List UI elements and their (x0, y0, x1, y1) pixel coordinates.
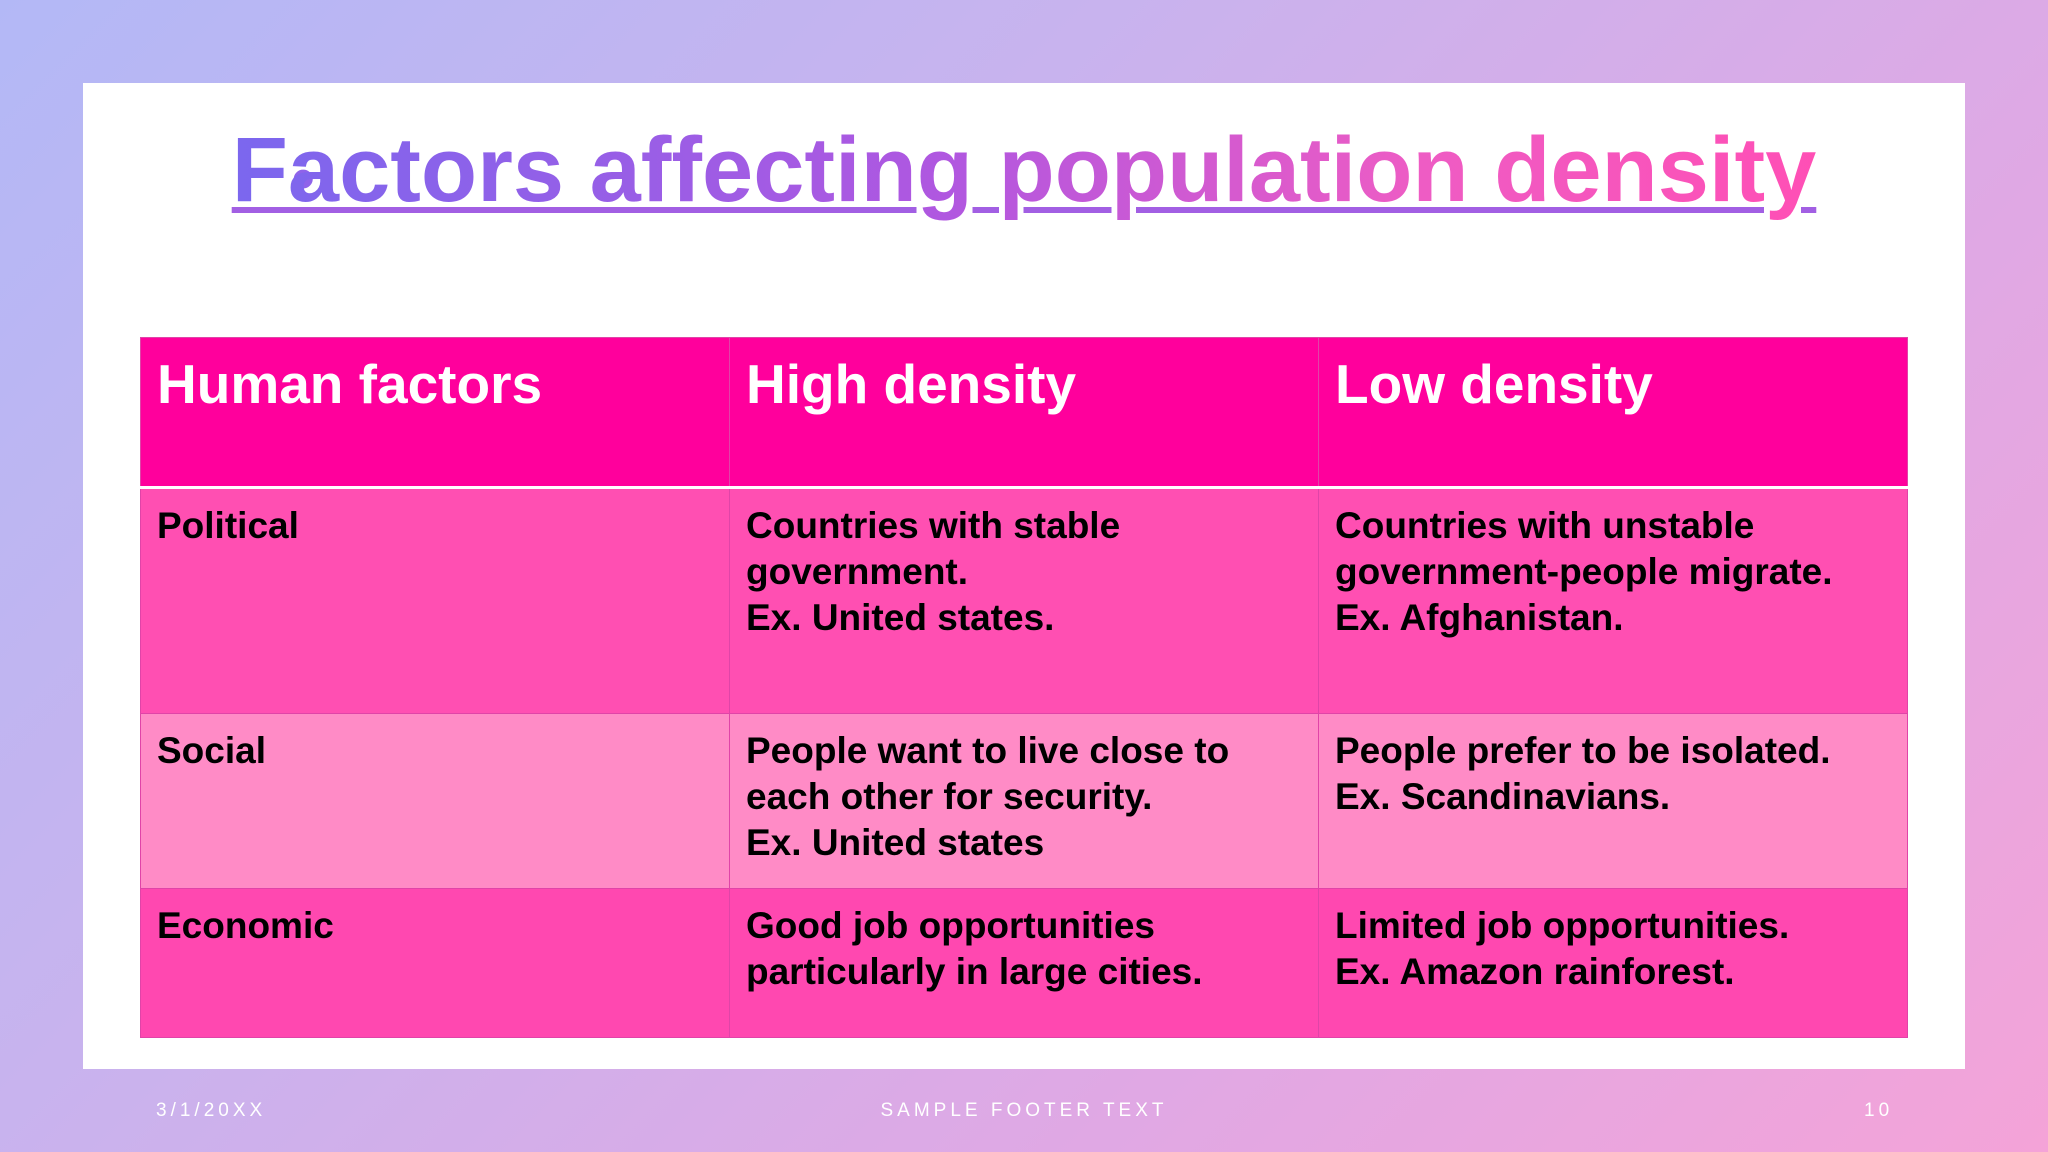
cell-high-social: People want to live close to each other … (729, 713, 1319, 889)
header-human-factors: Human factors (140, 337, 730, 489)
cell-factor-economic: Economic (140, 888, 730, 1038)
slide: • Factors affecting population density H… (83, 83, 1965, 1069)
table-row-political: Political Countries with stable governme… (140, 487, 1908, 714)
factors-table: Human factors High density Low density P… (140, 337, 1908, 1038)
footer-page-number: 10 (1864, 1100, 1894, 1121)
footer-date: 3/1/20XX (156, 1100, 267, 1121)
cell-high-political: Countries with stable government. Ex. Un… (729, 487, 1319, 714)
cell-high-economic: Good job opportunities particularly in l… (729, 888, 1319, 1038)
cell-factor-social: Social (140, 713, 730, 889)
cell-low-social: People prefer to be isolated. Ex. Scandi… (1318, 713, 1908, 889)
cell-low-political: Countries with unstable government-peopl… (1318, 487, 1908, 714)
slide-title-text: Factors affecting population density (231, 119, 1817, 221)
title-bullet: • (291, 143, 316, 213)
table-row-economic: Economic Good job opportunities particul… (140, 888, 1908, 1038)
slide-title: Factors affecting population density (83, 116, 1965, 224)
header-low-density: Low density (1318, 337, 1908, 489)
footer-text: SAMPLE FOOTER TEXT (880, 1100, 1168, 1121)
header-high-density: High density (729, 337, 1319, 489)
table-header-row: Human factors High density Low density (140, 337, 1908, 489)
cell-low-economic: Limited job opportunities. Ex. Amazon ra… (1318, 888, 1908, 1038)
table-row-social: Social People want to live close to each… (140, 713, 1908, 889)
cell-factor-political: Political (140, 487, 730, 714)
